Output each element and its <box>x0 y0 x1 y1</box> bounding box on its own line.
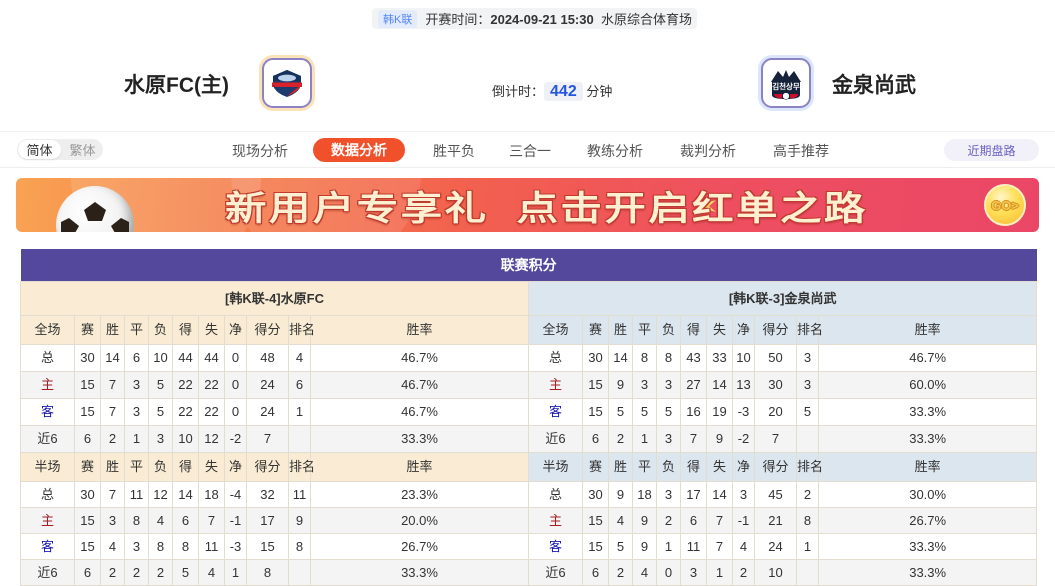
svg-text:김천상무: 김천상무 <box>772 81 800 91</box>
